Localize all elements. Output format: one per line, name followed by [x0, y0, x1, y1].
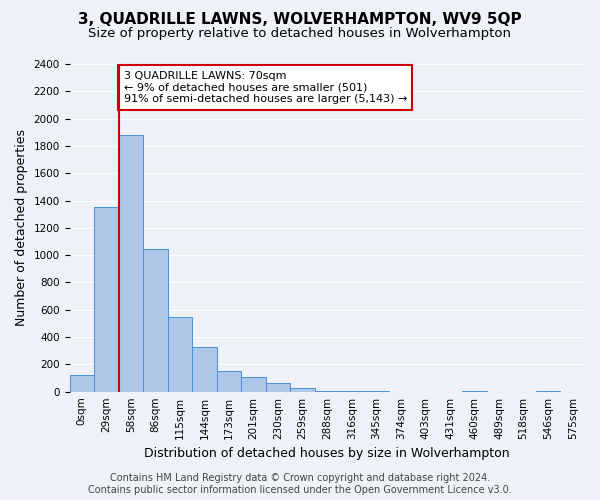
Bar	[168, 316, 192, 392]
Bar	[119, 135, 143, 392]
Bar	[266, 384, 290, 392]
Text: Size of property relative to detached houses in Wolverhampton: Size of property relative to detached ho…	[89, 28, 511, 40]
Bar	[364, 391, 389, 392]
Bar	[241, 376, 266, 392]
Bar	[315, 391, 340, 392]
Y-axis label: Number of detached properties: Number of detached properties	[15, 130, 28, 326]
Bar	[340, 391, 364, 392]
Bar	[462, 391, 487, 392]
Bar	[192, 346, 217, 392]
Bar	[70, 374, 94, 392]
Bar	[217, 370, 241, 392]
X-axis label: Distribution of detached houses by size in Wolverhampton: Distribution of detached houses by size …	[145, 447, 510, 460]
Bar	[536, 391, 560, 392]
Text: 3, QUADRILLE LAWNS, WOLVERHAMPTON, WV9 5QP: 3, QUADRILLE LAWNS, WOLVERHAMPTON, WV9 5…	[78, 12, 522, 28]
Bar	[290, 388, 315, 392]
Text: 3 QUADRILLE LAWNS: 70sqm
← 9% of detached houses are smaller (501)
91% of semi-d: 3 QUADRILLE LAWNS: 70sqm ← 9% of detache…	[124, 71, 407, 104]
Bar	[94, 208, 119, 392]
Text: Contains HM Land Registry data © Crown copyright and database right 2024.
Contai: Contains HM Land Registry data © Crown c…	[88, 474, 512, 495]
Bar	[143, 249, 168, 392]
